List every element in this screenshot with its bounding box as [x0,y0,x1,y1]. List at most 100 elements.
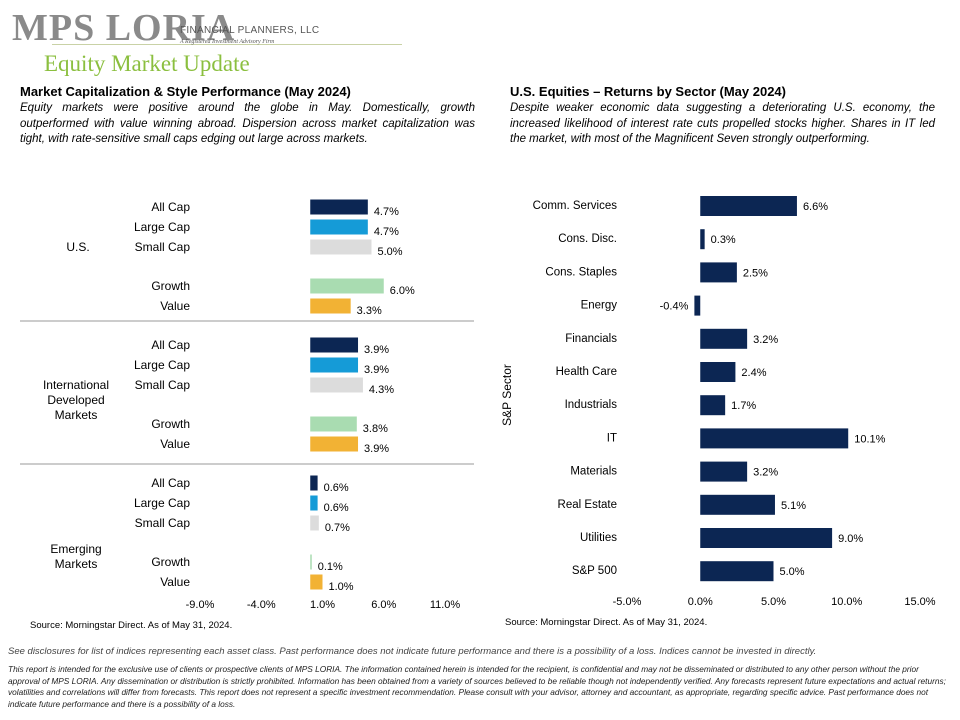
bar [310,199,368,215]
category-label: Large Cap [134,496,190,510]
x-tick-label: 11.0% [430,599,461,611]
logo-wordmark: MPS LORIA [12,7,236,49]
category-label: Growth [151,279,190,293]
right-chart-plot: S&P Sector Comm. Services 6.6% Cons. Disc. 0… [500,196,936,608]
bar [310,337,359,353]
bar [310,574,323,590]
data-label: 10.1% [854,433,885,445]
left-chart-source: Source: Morningstar Direct. As of May 31… [30,620,233,631]
bar [700,362,736,382]
category-label: Value [160,299,190,313]
y-axis-title: S&P Sector [500,364,514,426]
category-label: Large Cap [134,358,190,372]
company-logo: MPS LORIA FINANCIAL PLANNERS, LLC A Regi… [12,8,432,52]
data-label: 4.7% [374,206,399,218]
category-label: Small Cap [135,378,191,392]
data-label: 6.0% [390,285,415,297]
data-label: 3.9% [364,443,389,455]
category-label: Value [160,437,190,451]
disclaimer-long: This report is intended for the exclusiv… [8,664,946,709]
bar [310,298,351,314]
page-title: Equity Market Update [44,51,250,76]
right-section-body: Despite weaker economic data suggesting … [510,102,935,145]
bar [700,561,774,582]
data-label: 0.6% [324,502,349,514]
x-tick-label: 1.0% [310,599,335,611]
bar [700,461,748,482]
bar [700,229,705,250]
right-section-title: U.S. Equities – Returns by Sector (May 2… [510,84,786,99]
bar [700,395,726,416]
sector-label: Cons. Disc. [558,233,617,245]
sector-label: Energy [581,300,618,312]
data-label: 3.2% [753,334,778,346]
bar [700,328,748,349]
bar [310,219,368,235]
group-label: U.S. [66,240,89,254]
data-label: 3.2% [753,467,778,479]
data-label: 5.0% [780,566,805,578]
bar [310,239,372,255]
data-label: 0.3% [711,234,736,246]
x-tick-label: 5.0% [761,596,786,608]
data-label: 3.9% [364,364,389,376]
data-label: 3.9% [364,344,389,356]
x-tick-label: 6.0% [371,599,396,611]
bar [310,416,357,432]
sector-label: IT [607,432,617,444]
category-label: Small Cap [135,516,191,530]
disclaimer-short: See disclosures for list of indices repr… [8,646,817,657]
bar [700,262,737,283]
data-label: 2.4% [741,367,766,379]
sector-label: Materials [570,466,617,478]
bar [700,494,775,515]
bar [700,528,833,548]
data-label: 0.1% [318,561,343,573]
data-label: 2.5% [743,267,768,279]
data-label: 4.3% [369,384,394,396]
category-label: All Cap [151,338,190,352]
data-label: 3.3% [357,305,382,317]
bar [310,436,359,452]
sector-label: Cons. Staples [545,266,617,278]
left-section-body: Equity markets were positive around the … [20,102,475,145]
bar [310,554,312,570]
category-label: Small Cap [135,240,191,254]
data-label: 1.0% [329,581,354,593]
x-tick-label: -4.0% [247,599,276,611]
logo-subtitle: FINANCIAL PLANNERS, LLC [180,25,320,36]
x-tick-label: 10.0% [831,596,862,608]
data-label: 5.0% [378,246,403,258]
data-label: 0.7% [325,522,350,534]
sector-label: S&P 500 [572,565,617,577]
sector-label: Industrials [565,399,618,411]
bar [310,377,363,393]
x-tick-label: -5.0% [613,596,642,608]
sector-label: Real Estate [558,499,617,511]
sector-label: Comm. Services [533,200,618,212]
data-label: 9.0% [838,533,863,545]
category-label: Value [160,575,190,589]
bar [310,357,359,373]
data-label: -0.4% [660,301,689,313]
sector-label: Utilities [580,532,617,544]
logo-underline [52,44,402,45]
left-section-title: Market Capitalization & Style Performanc… [20,84,351,99]
bar [310,515,319,531]
x-tick-label: 15.0% [904,596,935,608]
data-label: 1.7% [731,400,756,412]
x-tick-label: -9.0% [186,599,215,611]
category-label: Growth [151,417,190,431]
left-chart-plot: U.S. All Cap 4.7% Large Cap 4.7% Small Cap 5.0… [20,199,474,611]
data-label: 3.8% [363,423,388,435]
category-label: Large Cap [134,220,190,234]
bar [694,295,701,316]
data-label: 6.6% [803,201,828,213]
group-label: Emerging Markets [50,542,101,571]
data-label: 5.1% [781,500,806,512]
group-label: International Developed Markets [43,378,109,422]
data-label: 4.7% [374,226,399,238]
sector-label: Health Care [556,366,617,378]
bar [310,475,318,491]
